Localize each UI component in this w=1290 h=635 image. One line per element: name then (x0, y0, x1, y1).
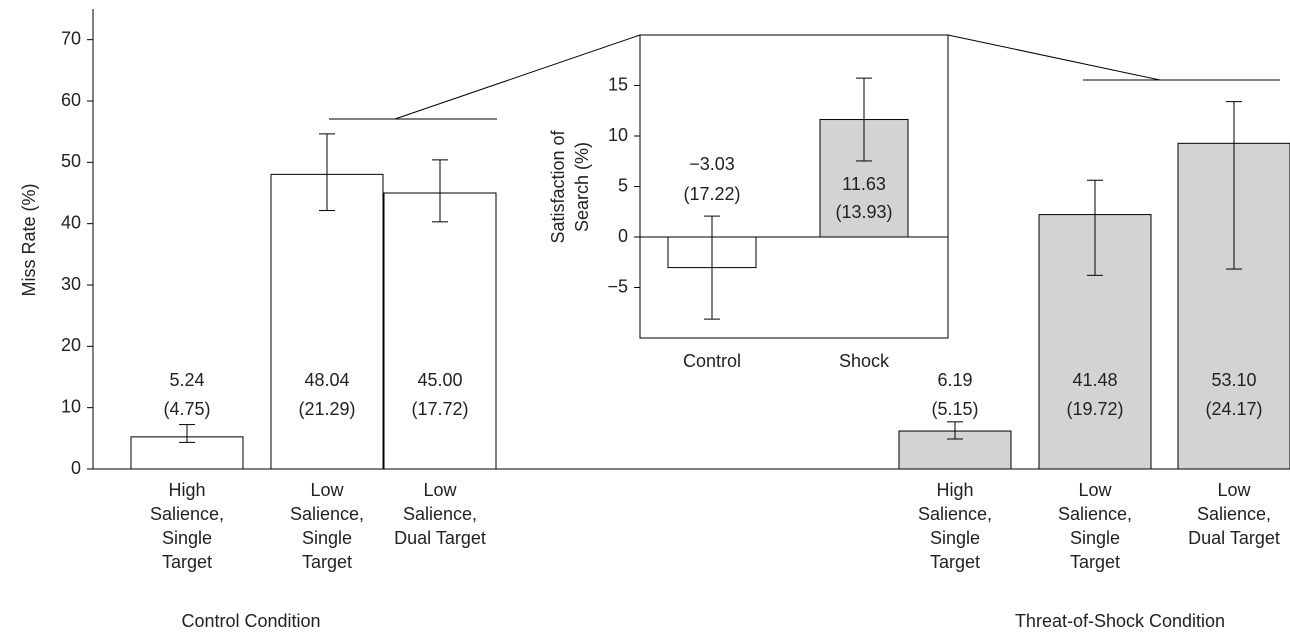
value-label: 6.19 (937, 370, 972, 390)
sd-label: (24.17) (1205, 399, 1262, 419)
y-tick-label: 15 (608, 74, 628, 94)
group-label: Threat-of-Shock Condition (1015, 611, 1225, 631)
y-tick-label: 10 (608, 125, 628, 145)
y-tick-label: 60 (61, 90, 81, 110)
value-label: 11.63 (842, 174, 886, 194)
y-tick-label: 40 (61, 212, 81, 232)
y-tick-label: 50 (61, 151, 81, 171)
sd-label: (5.15) (931, 399, 978, 419)
y-axis-label: Satisfaction of Search (%) (548, 130, 592, 244)
x-tick-label: Low Salience, Dual Target (394, 480, 486, 548)
group-label: Control Condition (181, 611, 320, 631)
x-tick-label: Control (683, 351, 741, 371)
sd-label: (19.72) (1066, 399, 1123, 419)
value-label: 5.24 (169, 370, 204, 390)
sd-label: (4.75) (163, 399, 210, 419)
value-label: 48.04 (304, 370, 349, 390)
bar (383, 192, 497, 470)
value-label: 45.00 (417, 370, 462, 390)
sd-label: (17.22) (683, 184, 740, 204)
y-tick-label: −5 (607, 276, 628, 296)
y-tick-label: 0 (71, 458, 81, 478)
y-tick-label: 0 (618, 226, 628, 246)
x-tick-label: Low Salience, Dual Target (1188, 480, 1280, 548)
sd-label: (17.72) (411, 399, 468, 419)
x-tick-label: Low Salience, Single Target (289, 480, 365, 572)
y-axis-label: Miss Rate (%) (19, 183, 39, 296)
connector (394, 34, 641, 120)
x-tick-label: High Salience, Single Target (917, 480, 993, 572)
value-label: 41.48 (1072, 370, 1117, 390)
y-tick-label: 30 (61, 274, 81, 294)
value-label: −3.03 (689, 154, 735, 174)
y-tick-label: 5 (618, 175, 628, 195)
value-label: 53.10 (1211, 370, 1256, 390)
connector (947, 34, 1161, 81)
sd-label: (13.93) (835, 202, 892, 222)
y-tick-label: 70 (61, 28, 81, 48)
y-tick-label: 10 (61, 396, 81, 416)
sd-label: (21.29) (298, 399, 355, 419)
x-tick-label: Shock (839, 351, 890, 371)
y-tick-label: 20 (61, 335, 81, 355)
x-tick-label: Low Salience, Single Target (1057, 480, 1133, 572)
bar (270, 173, 384, 470)
x-tick-label: High Salience, Single Target (149, 480, 225, 572)
